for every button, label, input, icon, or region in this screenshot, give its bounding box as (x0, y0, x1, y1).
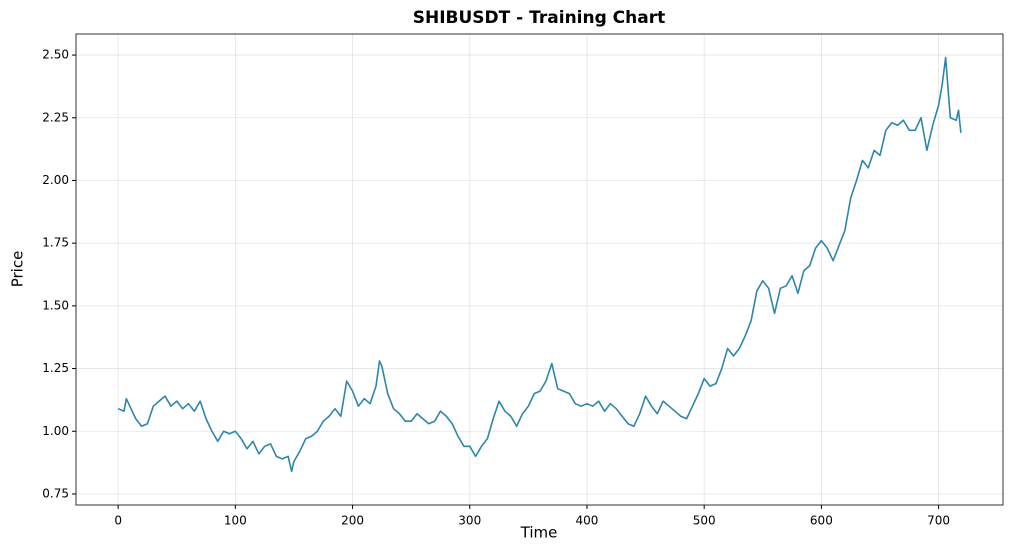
y-tick-label: 2.25 (42, 110, 69, 124)
y-axis-label: Price (9, 251, 27, 288)
x-axis-label: Time (520, 524, 558, 542)
y-tick-label: 1.50 (42, 298, 69, 312)
x-tick-label: 500 (693, 514, 716, 528)
plot-frame (75, 33, 1004, 506)
x-tick-label: 300 (458, 514, 481, 528)
y-tick-label: 2.00 (42, 173, 69, 187)
y-tick-label: 0.75 (42, 486, 69, 500)
y-tick-label: 1.75 (42, 236, 69, 250)
x-tick-label: 600 (810, 514, 833, 528)
x-tick-label: 400 (576, 514, 599, 528)
chart-title: SHIBUSDT - Training Chart (413, 8, 666, 28)
y-tick-label: 2.50 (42, 48, 69, 62)
x-tick-label: 700 (927, 514, 950, 528)
x-tick-label: 200 (341, 514, 364, 528)
x-tick-label: 100 (224, 514, 247, 528)
y-tick-label: 1.25 (42, 361, 69, 375)
price-line (117, 56, 962, 473)
y-tick-label: 1.00 (42, 424, 69, 438)
x-tick-label: 0 (114, 514, 122, 528)
